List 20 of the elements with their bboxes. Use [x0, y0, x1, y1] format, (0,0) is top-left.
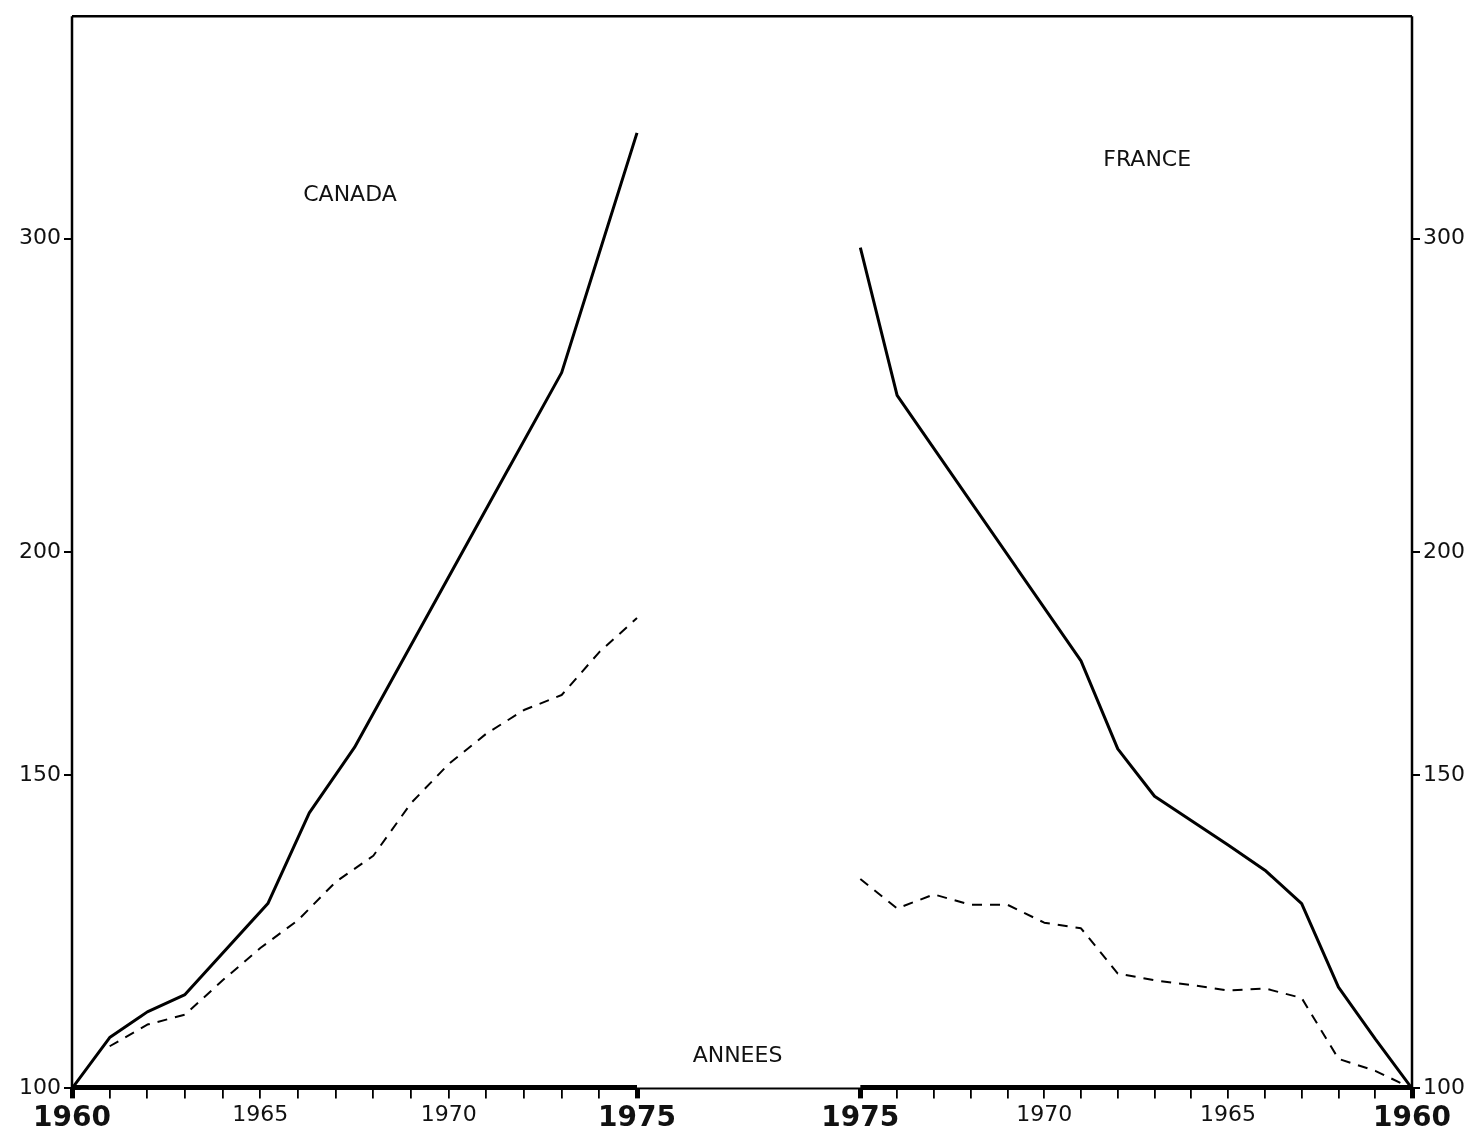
y-tick-label: 200	[19, 538, 61, 564]
y-tick-label: 150	[1423, 760, 1465, 786]
y-tick-label: 100	[1423, 1074, 1465, 1100]
x-tick-label: 1975	[598, 1100, 676, 1134]
y-tick-label: 150	[19, 760, 61, 786]
text: CANADA	[303, 181, 397, 207]
x-tick-label: 1965	[232, 1101, 289, 1127]
text: FRANCE	[1103, 146, 1192, 172]
y-tick-label: 300	[1423, 224, 1465, 250]
x-tick-label: 1975	[821, 1100, 900, 1134]
y-tick-label: 200	[1423, 538, 1465, 564]
y-tick-label: 300	[19, 224, 61, 250]
x-tick-label: 1960	[1373, 1100, 1451, 1134]
x-axis-title: ANNEES	[691, 1042, 784, 1067]
x-tick-label: 1960	[33, 1100, 111, 1134]
x-tick-label: 1965	[1200, 1101, 1257, 1127]
x-tick-label: 1970	[1016, 1101, 1073, 1127]
y-tick-label: 100	[19, 1074, 61, 1100]
line-series	[108, 617, 638, 1048]
x-tick-label: 1970	[420, 1101, 477, 1127]
